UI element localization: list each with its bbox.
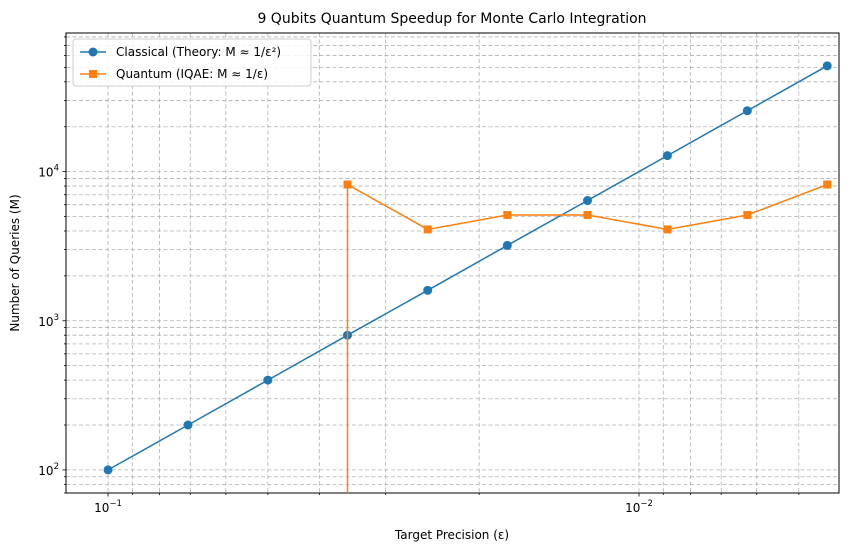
y-tick-exponent: 2 <box>54 462 59 472</box>
data-point-quantum <box>583 210 592 219</box>
y-tick-base: 10 <box>38 315 53 329</box>
data-point-quantum <box>743 210 752 219</box>
series-line-quantum <box>347 183 828 231</box>
legend-marker-circle <box>88 47 98 57</box>
data-point-classical <box>103 465 113 475</box>
series-group <box>103 61 832 493</box>
data-point-quantum <box>663 225 672 234</box>
data-point-classical <box>263 375 273 385</box>
legend-marker-square <box>89 70 97 78</box>
x-tick-label: 10−1 <box>94 499 122 515</box>
data-point-classical <box>502 240 512 250</box>
plot-area <box>65 32 840 494</box>
legend-box <box>72 38 312 87</box>
x-tick-base: 10 <box>625 501 640 515</box>
grid <box>66 33 839 494</box>
data-point-quantum <box>423 225 432 234</box>
y-tick-exponent: 4 <box>54 164 59 174</box>
y-axis-label: Number of Queries (M) <box>8 194 22 331</box>
y-tick-label: 102 <box>38 462 59 478</box>
legend: Classical (Theory: M ≈ 1/ε²) Quantum (IQA… <box>72 38 312 87</box>
y-tick-label: 103 <box>38 313 59 329</box>
y-tick-label: 104 <box>38 164 59 180</box>
x-tick-base: 10 <box>94 501 109 515</box>
y-tick-base: 10 <box>38 464 53 478</box>
x-tick-exponent: −2 <box>640 499 653 509</box>
data-point-classical <box>742 106 752 116</box>
y-tick-base: 10 <box>38 166 53 180</box>
y-tick-exponent: 3 <box>54 313 59 323</box>
chart-title: 9 Qubits Quantum Speedup for Monte Carlo… <box>257 11 646 27</box>
data-point-classical <box>662 151 672 161</box>
series-line-classical <box>107 65 828 471</box>
legend-label: Quantum (IQAE: M ≈ 1/ε) <box>116 67 268 81</box>
data-point-classical <box>822 61 832 71</box>
legend-label: Classical (Theory: M ≈ 1/ε²) <box>116 45 281 59</box>
data-point-classical <box>583 196 593 206</box>
data-point-quantum <box>823 180 832 189</box>
x-tick-label: 10−2 <box>625 499 653 515</box>
x-tick-exponent: −1 <box>109 499 122 509</box>
data-point-classical <box>423 285 433 295</box>
data-point-quantum <box>503 210 512 219</box>
x-axis-label: Target Precision (ε) <box>394 528 509 542</box>
data-point-classical <box>183 420 193 430</box>
data-point-quantum <box>343 180 352 189</box>
